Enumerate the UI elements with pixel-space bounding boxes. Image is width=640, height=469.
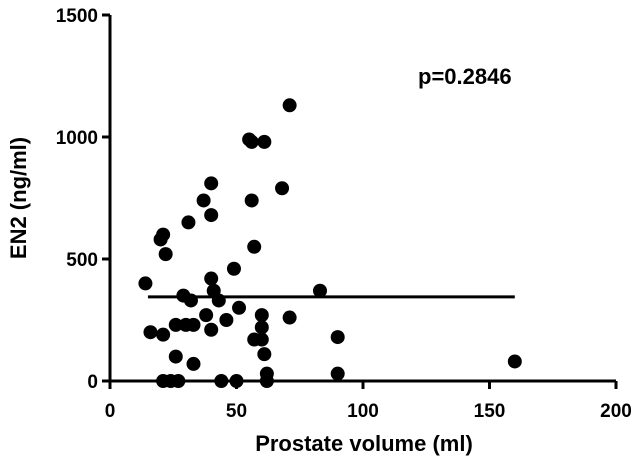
data-point xyxy=(254,308,269,323)
data-point xyxy=(312,283,327,298)
data-point xyxy=(156,227,171,242)
data-point xyxy=(204,208,219,223)
data-point xyxy=(168,349,183,364)
data-points xyxy=(138,98,522,388)
data-point xyxy=(282,98,297,113)
data-point xyxy=(183,293,198,308)
x-axis-title: Prostate volume (ml) xyxy=(255,431,473,456)
data-point xyxy=(181,215,196,230)
data-point xyxy=(199,308,214,323)
data-point xyxy=(507,354,522,369)
data-point xyxy=(204,322,219,337)
p-value-annotation: p=0.2846 xyxy=(418,64,512,89)
data-point xyxy=(254,320,269,335)
data-point xyxy=(186,356,201,371)
data-point xyxy=(204,176,219,191)
x-tick-label: 100 xyxy=(347,401,379,422)
data-point xyxy=(330,330,345,345)
y-axis-ticks: 0 500 1000 1500 xyxy=(56,6,110,393)
x-tick-label: 150 xyxy=(474,401,506,422)
data-point xyxy=(156,327,171,342)
data-point xyxy=(259,374,274,388)
y-axis-title: EN2 (ng/ml) xyxy=(6,137,31,259)
y-tick-label: 1500 xyxy=(56,6,98,27)
y-tick-label: 500 xyxy=(66,250,98,271)
x-tick-label: 200 xyxy=(600,401,632,422)
data-point xyxy=(244,134,259,149)
data-point xyxy=(138,276,153,291)
data-point xyxy=(196,193,211,208)
data-point xyxy=(158,247,173,262)
data-point xyxy=(186,317,201,332)
data-point xyxy=(211,293,226,308)
x-axis-ticks: 0 50 100 150 200 xyxy=(105,381,632,422)
data-point xyxy=(229,374,244,388)
data-point xyxy=(282,310,297,325)
x-tick-label: 0 xyxy=(105,401,116,422)
data-point xyxy=(171,374,186,388)
y-tick-label: 0 xyxy=(87,372,98,393)
x-tick-label: 50 xyxy=(226,401,247,422)
data-point xyxy=(168,317,183,332)
data-point xyxy=(204,271,219,286)
data-point xyxy=(244,193,259,208)
data-point xyxy=(247,239,262,254)
data-point xyxy=(275,181,290,196)
data-point xyxy=(143,325,158,340)
data-point xyxy=(330,366,345,381)
data-point xyxy=(226,261,241,276)
data-point xyxy=(257,347,272,362)
data-point xyxy=(219,313,234,327)
data-point xyxy=(254,332,269,347)
data-point xyxy=(257,134,272,149)
y-tick-label: 1000 xyxy=(56,128,98,149)
data-point xyxy=(232,300,247,315)
data-point xyxy=(214,374,229,388)
